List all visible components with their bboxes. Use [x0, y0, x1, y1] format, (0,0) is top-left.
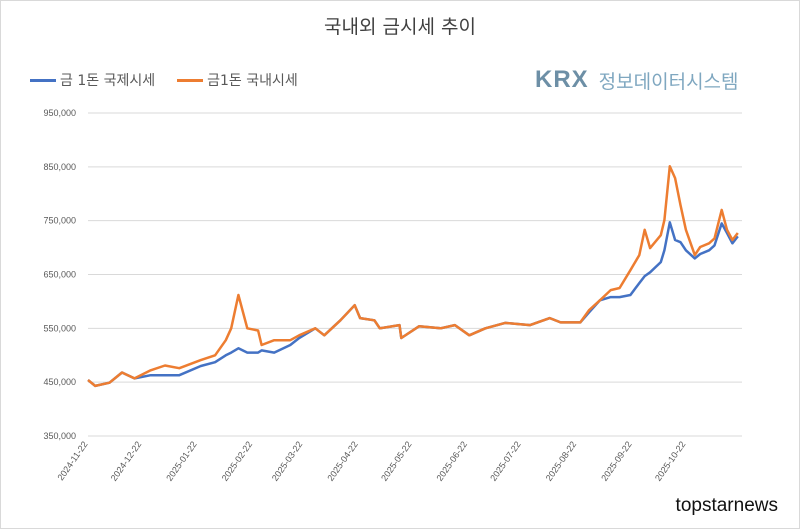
x-tick-label: 2025-01-22 [164, 439, 199, 482]
y-tick-label: 550,000 [43, 323, 76, 333]
legend-item-domestic: 금1돈 국내시세 [177, 70, 298, 90]
series-line-domestic [87, 165, 739, 388]
logo-text: 정보데이터시스템 [598, 70, 739, 93]
y-tick-label: 950,000 [43, 108, 76, 118]
x-tick-label: 2025-03-22 [270, 439, 305, 482]
legend-label-international: 금 1돈 국제시세 [60, 73, 156, 89]
y-tick-label: 450,000 [43, 377, 76, 387]
x-tick-label: 2025-08-22 [544, 439, 579, 482]
krx-logo: KRX 정보데이터시스템 [535, 66, 739, 94]
x-tick-label: 2024-12-22 [109, 439, 144, 482]
y-tick-label: 650,000 [43, 270, 76, 280]
legend-item-international: 금 1돈 국제시세 [30, 70, 155, 90]
x-tick-label: 2025-07-22 [488, 439, 523, 482]
y-tick-label: 350,000 [43, 431, 76, 441]
x-tick-label: 2025-04-22 [325, 439, 360, 482]
x-tick-label: 2024-11-22 [55, 439, 89, 482]
y-tick-label: 850,000 [43, 162, 76, 172]
y-tick-label: 750,000 [43, 216, 76, 226]
legend-swatch-international [30, 78, 56, 82]
x-tick-label: 2025-09-22 [599, 439, 634, 482]
legend-swatch-domestic [177, 78, 204, 82]
watermark: topstarnews [675, 495, 778, 516]
x-tick-label: 2025-02-22 [220, 439, 255, 482]
legend-label-domestic: 금1돈 국내시세 [207, 73, 298, 89]
logo-brand: KRX [535, 66, 589, 93]
x-tick-label: 2025-06-22 [435, 439, 470, 482]
chart-title: 국내외 금시세 추이 [324, 16, 476, 38]
x-tick-label: 2025-10-22 [653, 439, 688, 482]
legend: 금 1돈 국제시세 금1돈 국내시세 [30, 70, 298, 90]
x-tick-label: 2025-05-22 [379, 439, 414, 482]
